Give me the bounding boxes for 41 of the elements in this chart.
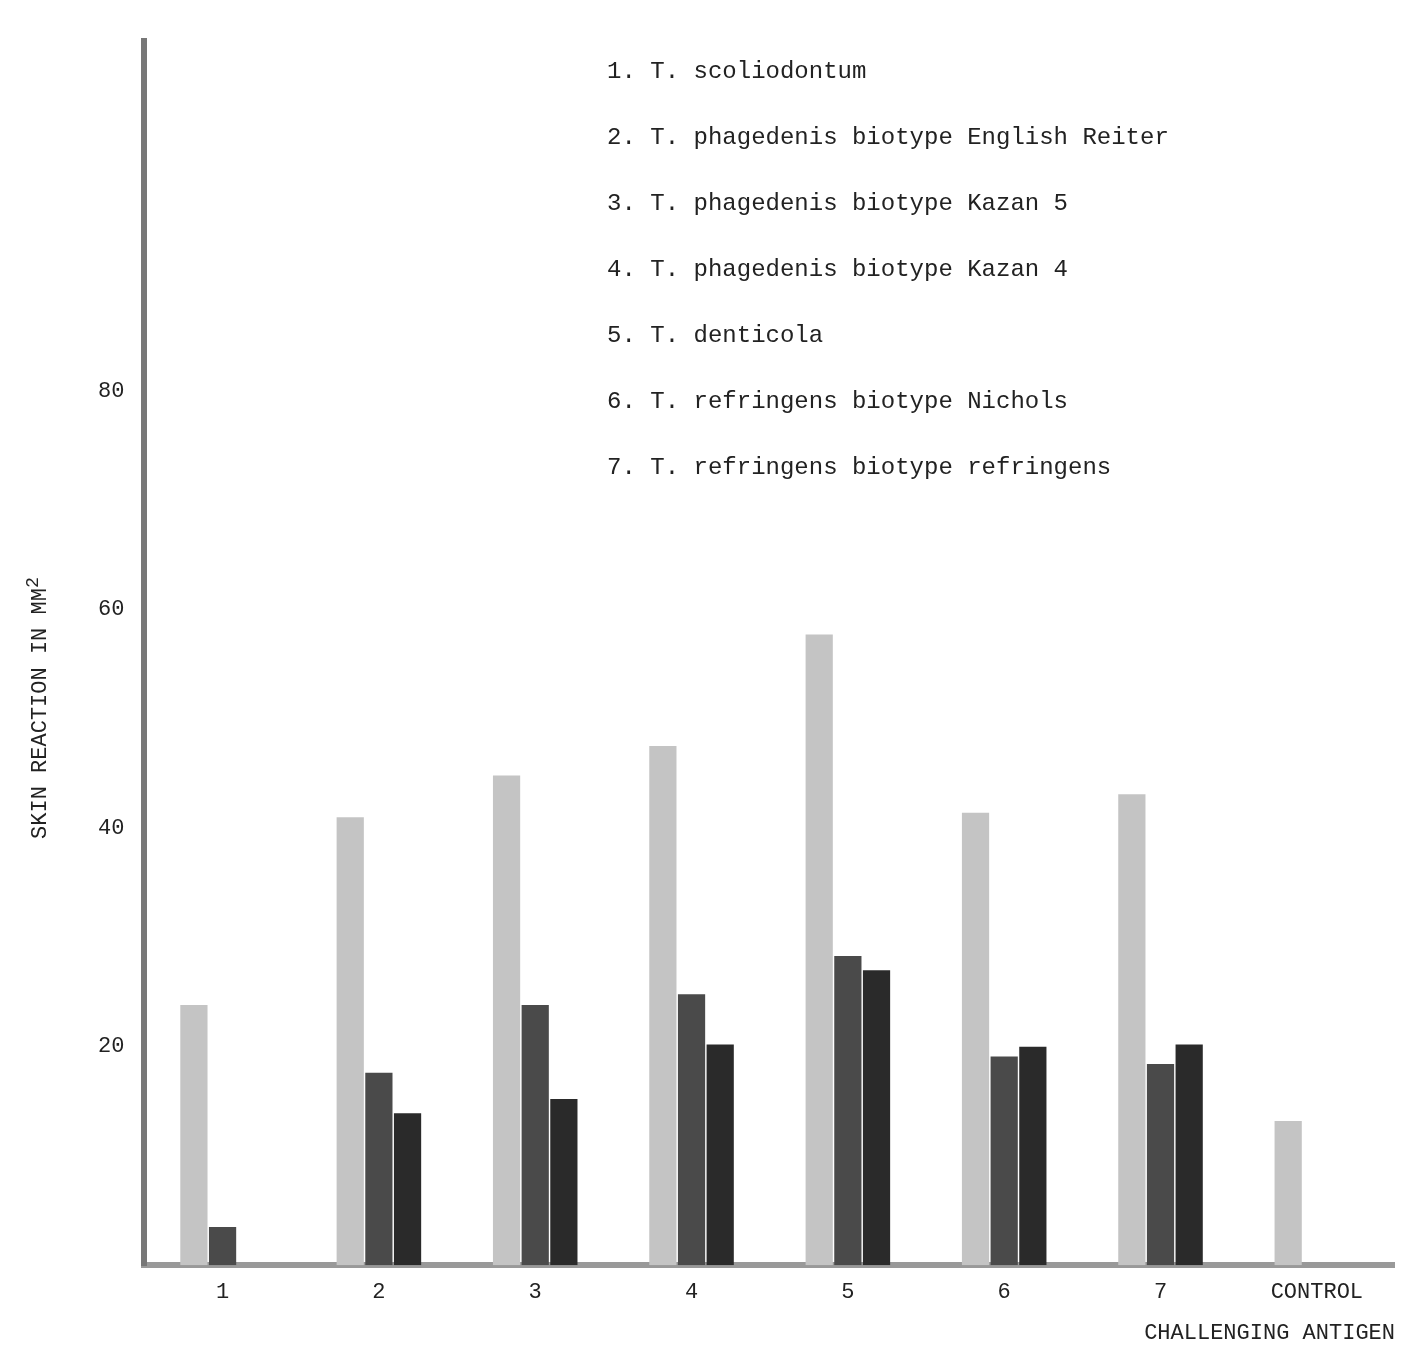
- bar: [492, 775, 521, 1266]
- bar: [1019, 1046, 1047, 1266]
- bar: [649, 746, 677, 1266]
- annotation: 4. T. phagedenis biotype Kazan 4: [607, 255, 1068, 283]
- x-tick-label: CONTROL: [1270, 1280, 1364, 1306]
- annotation: 5. T. denticola: [607, 321, 824, 349]
- bar: [834, 955, 862, 1266]
- y-tick-label: 20: [98, 1034, 125, 1060]
- bar: [1175, 1044, 1203, 1266]
- x-tick-label: 5: [841, 1280, 855, 1306]
- x-tick-label: 6: [997, 1280, 1011, 1306]
- bar: [180, 1005, 208, 1266]
- bar: [1118, 794, 1146, 1266]
- x-tick-label: 4: [684, 1280, 699, 1306]
- bar: [706, 1044, 734, 1266]
- bar: [677, 994, 706, 1266]
- x-tick-label: 2: [372, 1280, 386, 1306]
- bar: [862, 970, 891, 1266]
- annotation: 1. T. scoliodontum: [607, 57, 867, 85]
- bar: [1274, 1120, 1302, 1266]
- x-axis-title: CHALLENGING ANTIGEN: [1144, 1320, 1395, 1346]
- y-tick-label: 80: [98, 378, 125, 404]
- bar: [1146, 1064, 1175, 1266]
- y-tick-label: 60: [98, 597, 125, 623]
- bar: [521, 1005, 549, 1266]
- bar: [990, 1056, 1018, 1266]
- bar: [393, 1113, 422, 1266]
- bar: [550, 1099, 578, 1266]
- bar: [336, 817, 364, 1266]
- annotation: 7. T. refringens biotype refringens: [607, 453, 1112, 481]
- x-tick-label: 1: [215, 1280, 230, 1306]
- annotation: 6. T. refringens biotype Nichols: [607, 387, 1068, 415]
- bar: [805, 634, 833, 1266]
- x-tick-label: 7: [1153, 1280, 1168, 1306]
- y-tick-label: 40: [98, 815, 125, 841]
- bar: [365, 1072, 393, 1266]
- x-tick-label: 3: [528, 1280, 542, 1306]
- annotation: 2. T. phagedenis biotype English Reiter: [607, 123, 1169, 151]
- bar: [208, 1226, 237, 1266]
- annotation: 3. T. phagedenis biotype Kazan 5: [607, 189, 1068, 217]
- bar: [961, 812, 990, 1266]
